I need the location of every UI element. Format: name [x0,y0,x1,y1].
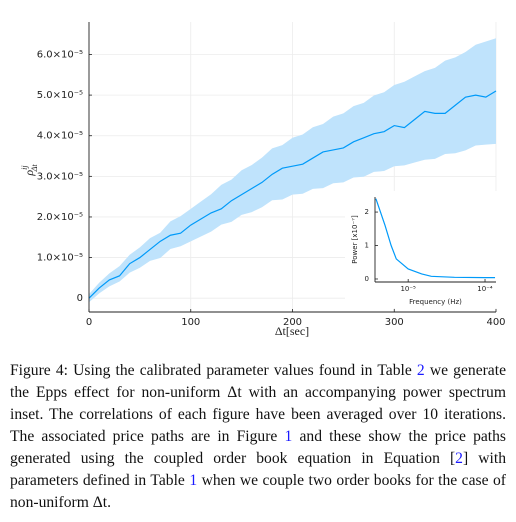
y-axis-label-sup: ij [20,165,29,170]
x-tick-label: 400 [486,317,505,328]
x-tick-label: 0 [86,317,92,328]
chart: 0 100 200 300 400 0 1.0×10⁻⁵ 2.0×10⁻⁵ 3.0×10⁻⁵ 4.… [20,22,506,338]
y-axis-label: ρijΔt [20,164,39,177]
y-tick-label: 1 [365,242,369,250]
caption-reference[interactable]: 2 [416,362,425,379]
caption-reference[interactable]: 2 [455,450,463,467]
x-tick-label: 200 [283,317,302,328]
y-tick-label: 1.0×10⁻⁵ [37,253,83,264]
line [88,90,497,299]
x-tick-label: 300 [385,317,404,328]
caption-reference[interactable]: 1 [284,428,293,445]
y-tick-label: 0 [365,275,369,283]
y-tick-label: 4.0×10⁻⁵ [37,131,83,142]
y-tick-label: 6.0×10⁻⁵ [37,49,83,60]
y-axis-label-symbol: ρ [22,170,36,177]
inset-background [345,191,500,308]
inset-x-label: Frequency (Hz) [409,298,462,306]
x-axis-label: Δt[sec] [275,324,309,338]
x-tick-label: 100 [181,317,200,328]
caption-reference[interactable]: 1 [189,472,198,489]
line [375,198,496,279]
y-tick-label: 2.0×10⁻⁵ [37,212,83,223]
caption-text: Figure 4: Using the calibrated parameter… [10,362,417,379]
caption: Figure 4: Using the calibrated parameter… [10,360,506,514]
y-tick-label: 2 [365,208,369,216]
y-tick-label: 5.0×10⁻⁵ [37,90,83,101]
caption-text: when we couple two order books for the c… [10,472,506,511]
y-axis-label-sub: Δt [30,164,39,173]
caption-text: we generate the Epps effect for non-unif… [10,362,506,445]
x-tick-label: 10⁻⁵ [400,285,416,293]
inset-y-label: Power [x10⁻⁷] [351,215,359,264]
y-tick-label: 0 [77,293,83,304]
caption-text: ] with parameters defined in Table [10,450,506,489]
band [89,38,496,303]
x-tick-label: 10⁻⁴ [477,285,493,293]
y-tick-label: 3.0×10⁻⁵ [37,171,83,182]
caption-text: and these show the price paths generated… [10,428,506,467]
